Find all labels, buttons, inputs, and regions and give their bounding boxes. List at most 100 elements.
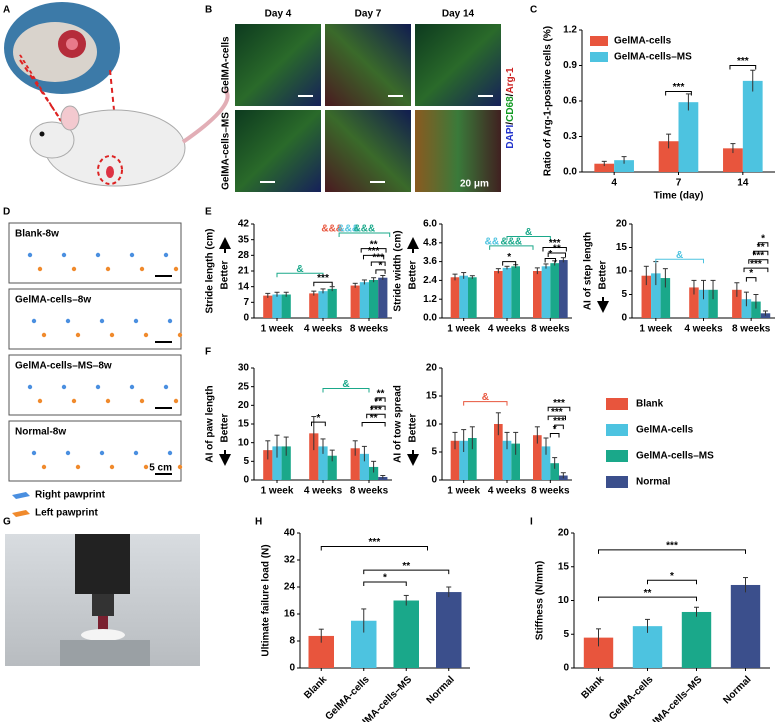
significance-label: & <box>482 392 489 403</box>
y-tick-label: 20 <box>616 219 628 230</box>
legend-swatch <box>590 52 608 62</box>
bar <box>658 141 679 172</box>
significance-bracket <box>363 569 450 575</box>
bar <box>511 266 520 318</box>
significance-bracket <box>489 245 534 250</box>
y-tick-label: 16 <box>284 609 296 620</box>
bar <box>651 273 661 318</box>
row-label: GelMA-cells–MS <box>221 112 232 190</box>
y-tick-label: 25 <box>238 381 250 392</box>
y-tick-label: 0 <box>563 663 569 674</box>
significance-label: ** <box>644 588 652 599</box>
x-tick-label: 14 <box>737 178 749 189</box>
legend-label: GelMA-cells–MS <box>636 451 714 462</box>
y-tick-label: 35 <box>238 234 250 245</box>
significance-label: ** <box>757 242 765 253</box>
significance-label: * <box>316 413 320 424</box>
stain-part: / <box>505 122 516 125</box>
gait-label: Blank-8w <box>15 229 59 240</box>
pawprint <box>139 398 145 404</box>
legend-swatch <box>606 476 628 488</box>
significance-bracket <box>542 247 567 252</box>
x-tick-label: 8 weeks <box>350 324 389 335</box>
y-tick-label: 21 <box>238 266 250 277</box>
bar <box>494 424 503 480</box>
y-tick-label: 42 <box>238 219 250 230</box>
bar <box>263 450 273 480</box>
significance-bracket <box>370 405 386 411</box>
bar <box>689 287 699 318</box>
significance-label: *** <box>551 407 563 418</box>
x-tick-label: Blank <box>579 674 606 701</box>
pawprint-icon <box>12 492 30 499</box>
pawprint <box>163 252 169 258</box>
pawprint <box>95 384 101 390</box>
chart: 0 5 10 15 20 25 30 AI of paw length Better 1 week… <box>205 363 392 497</box>
y-tick-label: 32 <box>284 555 296 566</box>
chart: 0.0 1.2 2.4 3.6 4.8 6.0 Stride width (cm) Bette… <box>393 219 572 335</box>
pawprint-icon <box>12 510 30 517</box>
pawprint <box>31 318 37 324</box>
y-tick-label: 0.0 <box>423 313 437 324</box>
y-tick-label: 20 <box>238 400 250 411</box>
significance-bracket <box>366 413 386 419</box>
x-tick-label: 8 weeks <box>531 324 570 335</box>
gait-label: GelMA-cells–8w <box>15 295 91 306</box>
y-axis-label: Stride length (cm) <box>205 228 216 313</box>
y-tick-label: 4.8 <box>423 237 437 248</box>
y-tick-label: 2.4 <box>423 275 437 286</box>
pawprint <box>27 384 33 390</box>
significance-label: *** <box>368 246 380 257</box>
bar <box>708 289 718 318</box>
significance-bracket <box>547 406 571 412</box>
better-label: Better <box>598 260 609 289</box>
y-axis-label: AI of step length <box>583 232 594 310</box>
panel-letter: A <box>3 5 10 16</box>
pawprint <box>41 464 47 470</box>
significance-bracket <box>598 549 746 554</box>
y-tick-label: 5 <box>243 456 249 467</box>
pawprint <box>61 384 67 390</box>
significance-label: ** <box>370 413 378 424</box>
significance-bracket <box>647 579 697 585</box>
y-axis-label: Stiffness (N/mm) <box>535 561 546 640</box>
y-tick-label: 10 <box>616 266 628 277</box>
bar <box>732 289 742 318</box>
significance-label: && <box>485 237 499 248</box>
significance-bracket <box>745 277 757 282</box>
bar <box>272 294 282 318</box>
bar <box>359 282 369 318</box>
significance-bracket <box>313 281 333 287</box>
y-tick-label: 1.2 <box>563 25 577 36</box>
pawprint <box>163 384 169 390</box>
bar <box>559 260 568 318</box>
pawprint <box>37 266 43 272</box>
significance-label: *** <box>666 541 678 552</box>
x-tick-label: 4 weeks <box>304 486 343 497</box>
y-tick-label: 6.0 <box>423 219 437 230</box>
pawprint <box>133 450 139 456</box>
pawprint <box>139 266 145 272</box>
significance-bracket <box>598 596 697 602</box>
significance-label: & <box>525 227 532 238</box>
significance-label: * <box>379 261 383 272</box>
significance-bracket <box>748 259 769 264</box>
significance-bracket <box>665 91 692 96</box>
better-label: Better <box>220 260 231 289</box>
pawprint <box>167 318 173 324</box>
y-tick-label: 14 <box>238 281 250 292</box>
pawprint <box>61 252 67 258</box>
bar <box>436 592 462 668</box>
bar <box>468 438 477 480</box>
panel-letter: G <box>3 517 11 528</box>
significance-bracket <box>757 242 769 247</box>
y-tick-label: 0.6 <box>563 96 577 107</box>
bar <box>309 293 319 318</box>
x-tick-label: 4 weeks <box>488 324 527 335</box>
panel-a-illustration <box>4 2 230 187</box>
bar <box>502 267 512 318</box>
pawprint <box>129 252 135 258</box>
significance-label: & <box>676 250 683 261</box>
y-tick-label: 10 <box>558 595 570 606</box>
